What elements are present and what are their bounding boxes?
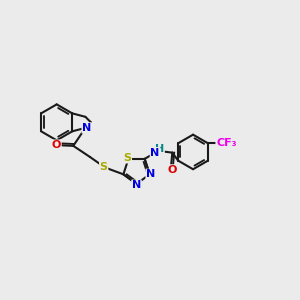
Text: CF₃: CF₃ [216,138,237,148]
Text: O: O [167,165,177,175]
Text: O: O [52,140,61,150]
Text: S: S [123,153,131,163]
Text: N: N [146,169,155,179]
Text: N: N [132,180,141,190]
Text: N: N [82,123,92,133]
Text: N: N [150,148,160,158]
Text: H: H [155,144,164,154]
Text: S: S [100,162,108,172]
